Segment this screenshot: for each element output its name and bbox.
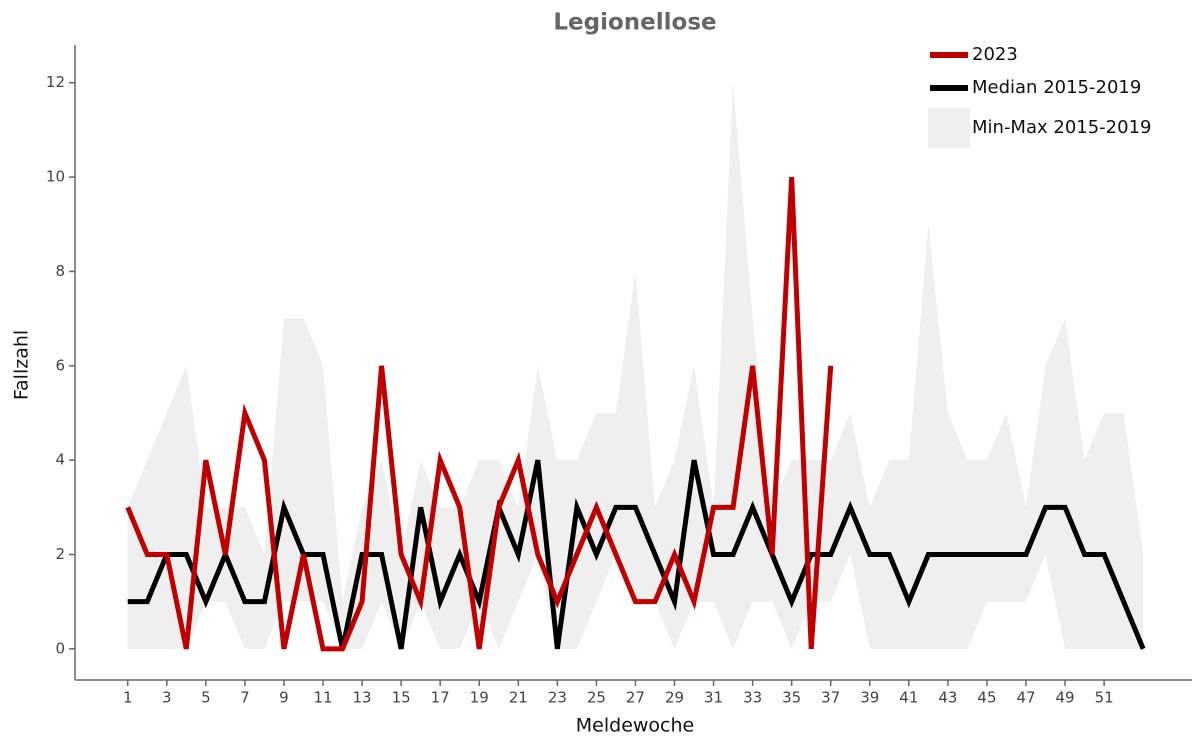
x-tick-label: 31 [704,689,723,707]
x-tick-label: 45 [977,689,996,707]
x-tick-label: 23 [548,689,567,707]
x-tick-label: 15 [392,689,411,707]
chart-title: Legionellose [553,10,716,36]
y-tick-label: 4 [55,451,65,469]
x-tick-label: 37 [821,689,840,707]
x-tick-label: 1 [123,689,133,707]
legend-swatch [928,108,970,148]
x-axis-title: Meldewoche [576,715,694,737]
legend-label: 2023 [972,44,1018,65]
y-tick-label: 2 [55,545,65,563]
x-tick-label: 21 [509,689,528,707]
legend-label: Min-Max 2015-2019 [972,117,1151,138]
x-tick-label: 9 [279,689,289,707]
y-tick-label: 6 [55,356,65,374]
min-max-band [127,82,1144,649]
x-tick-label: 43 [938,689,957,707]
x-tick-label: 3 [162,689,172,707]
x-tick-label: 19 [470,689,489,707]
x-tick-label: 51 [1095,689,1114,707]
x-tick-label: 27 [626,689,645,707]
x-tick-label: 5 [201,689,211,707]
y-tick-label: 0 [55,639,65,657]
x-tick-label: 33 [743,689,762,707]
x-tick-label: 13 [353,689,372,707]
x-tick-label: 39 [860,689,879,707]
series-line [125,176,834,652]
x-tick-label: 49 [1056,689,1075,707]
series-line [127,459,1146,650]
x-tick-label: 29 [665,689,684,707]
x-tick-label: 7 [240,689,250,707]
x-tick-label: 11 [313,689,332,707]
y-tick-label: 12 [46,73,65,91]
x-tick-label: 17 [431,689,450,707]
legend-label: Median 2015-2019 [972,77,1141,98]
y-tick-label: 10 [46,168,65,186]
x-tick-label: 25 [587,689,606,707]
x-tick-label: 41 [899,689,918,707]
y-tick-label: 8 [55,262,65,280]
x-tick-label: 35 [782,689,801,707]
y-axis-title: Fallzahl [11,330,33,400]
x-tick-label: 47 [1016,689,1035,707]
